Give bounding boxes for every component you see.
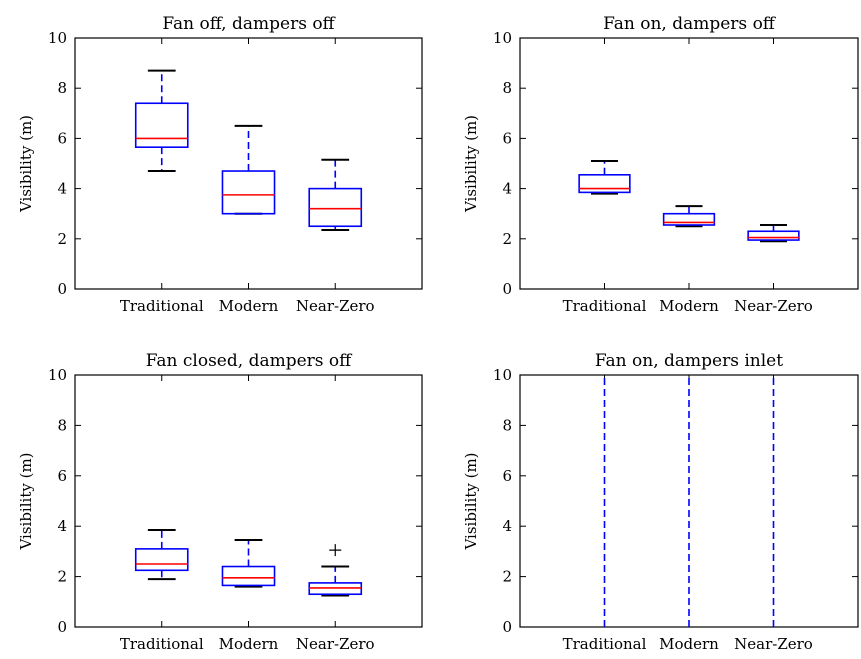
subplot-title: Fan on, dampers inlet xyxy=(595,351,783,371)
axes-frame xyxy=(74,37,423,290)
box-body xyxy=(578,173,631,194)
y-tick-label: 6 xyxy=(57,129,67,147)
y-tick-label: 10 xyxy=(48,366,67,384)
box-near-zero xyxy=(747,223,800,243)
y-tick-label: 2 xyxy=(57,568,67,586)
axes-frame xyxy=(74,374,423,628)
box-traditional xyxy=(578,159,631,195)
x-tick-label: Modern xyxy=(219,297,279,315)
y-tick-label: 8 xyxy=(57,79,67,97)
y-tick-label: 0 xyxy=(57,618,67,636)
y-tick-label: 10 xyxy=(48,29,67,47)
box-body xyxy=(134,102,189,148)
y-tick-label: 0 xyxy=(502,280,512,298)
y-axis-label: Visibility (m) xyxy=(17,115,35,213)
box-body xyxy=(221,565,276,587)
box-modern xyxy=(221,539,276,588)
y-tick-label: 10 xyxy=(493,29,512,47)
y-tick-label: 0 xyxy=(502,618,512,636)
box-body xyxy=(747,230,800,241)
box-traditional xyxy=(134,528,189,581)
box-body xyxy=(221,170,276,215)
y-axis-label: Visibility (m) xyxy=(462,452,480,550)
y-tick-label: 0 xyxy=(57,280,67,298)
subplot-title: Fan on, dampers off xyxy=(603,14,777,34)
x-tick-label: Traditional xyxy=(563,297,647,315)
x-tick-label: Near-Zero xyxy=(296,635,375,653)
y-tick-label: 6 xyxy=(57,467,67,485)
y-tick-label: 8 xyxy=(57,416,67,434)
y-tick-label: 2 xyxy=(502,568,512,586)
y-tick-label: 2 xyxy=(502,230,512,248)
x-tick-label: Modern xyxy=(659,297,719,315)
y-tick-label: 8 xyxy=(502,79,512,97)
subplot-title: Fan closed, dampers off xyxy=(146,351,353,371)
x-tick-label: Near-Zero xyxy=(734,635,813,653)
y-tick-label: 6 xyxy=(502,467,512,485)
axes-frame xyxy=(519,37,859,290)
y-axis-label: Visibility (m) xyxy=(17,452,35,550)
subplot-title: Fan off, dampers off xyxy=(162,14,336,34)
x-tick-label: Modern xyxy=(219,635,279,653)
y-tick-label: 10 xyxy=(493,366,512,384)
y-tick-label: 4 xyxy=(57,517,67,535)
y-tick-label: 4 xyxy=(502,180,512,198)
box-body xyxy=(134,548,189,572)
outlier-point xyxy=(329,544,342,557)
y-tick-label: 4 xyxy=(57,180,67,198)
y-tick-label: 2 xyxy=(57,230,67,248)
y-tick-label: 4 xyxy=(502,517,512,535)
box-modern xyxy=(662,205,716,228)
subplot-1: 0 2 4 6 8 10 Traditional Modern Near-Zero Fan off… xyxy=(17,14,423,315)
subplot-2: 0 2 4 6 8 10 Traditional Modern Near-Zero Fan on,… xyxy=(462,14,859,315)
box-body xyxy=(308,187,363,228)
x-tick-label: Near-Zero xyxy=(734,297,813,315)
x-tick-label: Traditional xyxy=(563,635,647,653)
subplot-4: 0 2 4 6 8 10 Traditional Modern Near-Zero Fan on,… xyxy=(462,351,859,653)
x-tick-label: Modern xyxy=(659,635,719,653)
y-tick-label: 6 xyxy=(502,129,512,147)
box-near-zero xyxy=(308,544,363,597)
box-modern xyxy=(221,124,276,215)
x-tick-label: Near-Zero xyxy=(296,297,375,315)
box-traditional xyxy=(134,69,189,173)
x-tick-label: Traditional xyxy=(120,635,204,653)
x-tick-label: Traditional xyxy=(120,297,204,315)
box-body xyxy=(662,212,716,226)
y-tick-label: 8 xyxy=(502,416,512,434)
y-axis-label: Visibility (m) xyxy=(462,115,480,213)
subplot-3: 0 2 4 6 8 10 Traditional Modern Near-Zero Fan clo… xyxy=(17,351,423,653)
box-near-zero xyxy=(308,158,363,232)
